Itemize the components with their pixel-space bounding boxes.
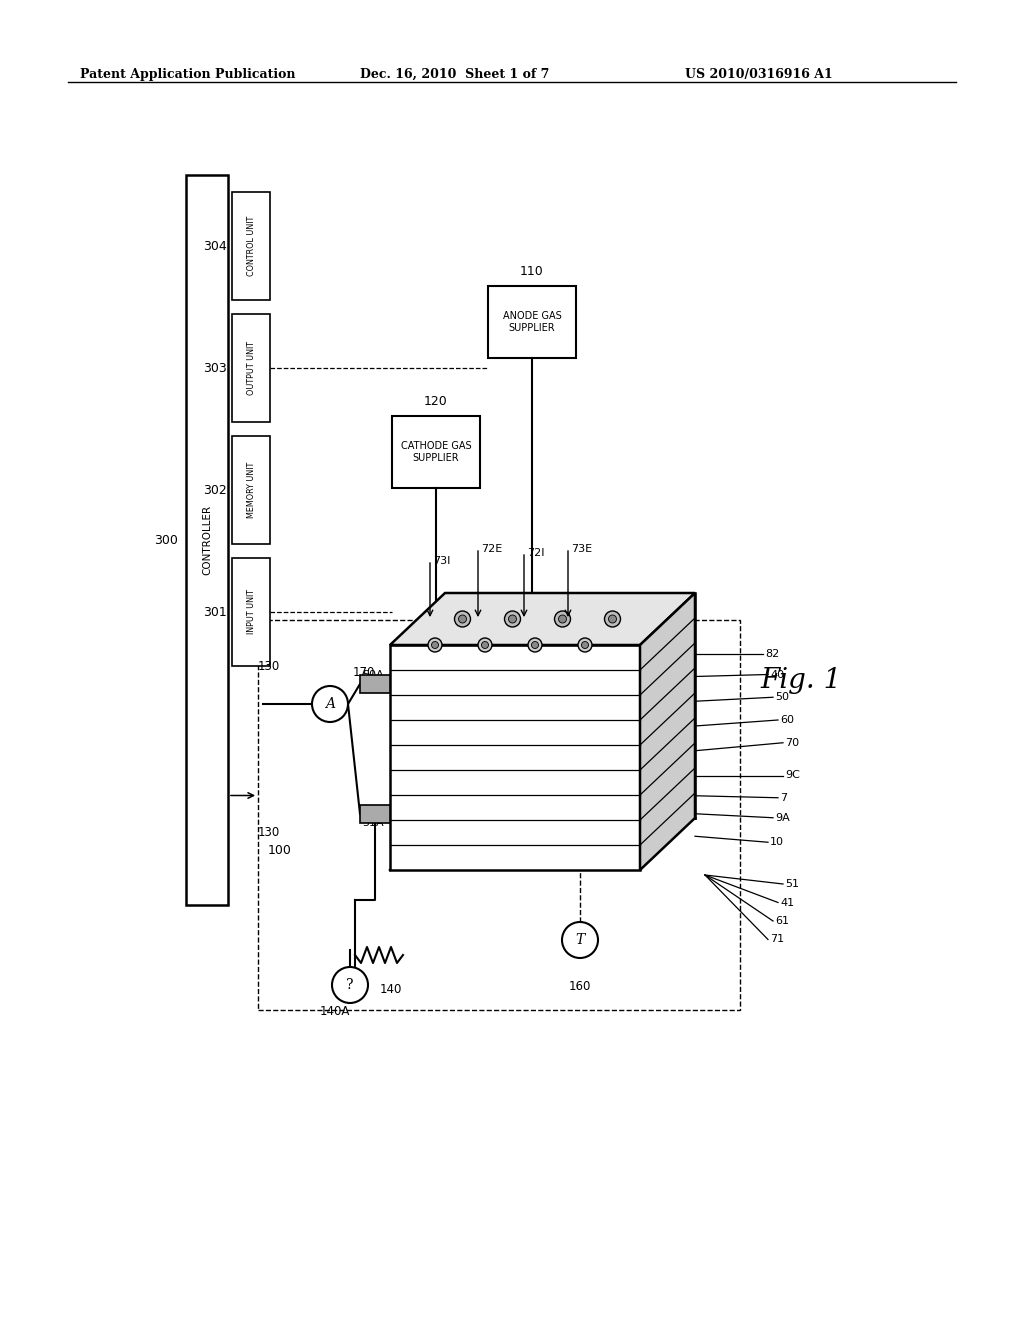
Text: INPUT UNIT: INPUT UNIT <box>247 590 256 635</box>
Text: 301: 301 <box>203 606 227 619</box>
Text: 7: 7 <box>780 793 787 803</box>
Text: 51: 51 <box>785 879 799 888</box>
Text: 71: 71 <box>770 935 784 945</box>
Text: CONTROL UNIT: CONTROL UNIT <box>247 216 256 276</box>
Circle shape <box>478 638 492 652</box>
Bar <box>390 645 640 870</box>
Text: Patent Application Publication: Patent Application Publication <box>80 69 296 81</box>
Text: OUTPUT UNIT: OUTPUT UNIT <box>247 341 256 395</box>
Text: US 2010/0316916 A1: US 2010/0316916 A1 <box>685 69 833 81</box>
Bar <box>232 558 270 667</box>
Circle shape <box>505 611 520 627</box>
Text: ANODE GAS
SUPPLIER: ANODE GAS SUPPLIER <box>503 312 561 333</box>
Text: 51A: 51A <box>362 818 384 828</box>
Bar <box>392 416 480 488</box>
Circle shape <box>332 968 368 1003</box>
Bar <box>488 286 575 358</box>
Bar <box>232 191 270 300</box>
Circle shape <box>428 638 442 652</box>
Text: 50: 50 <box>775 692 790 702</box>
Circle shape <box>562 921 598 958</box>
Text: 110: 110 <box>520 265 544 279</box>
Polygon shape <box>390 593 695 645</box>
Circle shape <box>604 611 621 627</box>
Text: Fig. 1: Fig. 1 <box>760 667 842 693</box>
Text: 72I: 72I <box>527 548 545 558</box>
Circle shape <box>509 615 516 623</box>
Text: T: T <box>575 933 585 946</box>
Text: 73I: 73I <box>433 556 451 566</box>
Text: 130: 130 <box>258 660 280 672</box>
Text: 120: 120 <box>424 395 447 408</box>
Text: CATHODE GAS
SUPPLIER: CATHODE GAS SUPPLIER <box>400 441 471 463</box>
Text: MEMORY UNIT: MEMORY UNIT <box>247 462 256 519</box>
Circle shape <box>459 615 467 623</box>
Circle shape <box>431 642 438 648</box>
Circle shape <box>558 615 566 623</box>
Text: 9C: 9C <box>785 771 800 780</box>
Text: 160: 160 <box>568 979 591 993</box>
Text: CONTROLLER: CONTROLLER <box>202 506 212 576</box>
Text: 303: 303 <box>203 362 227 375</box>
Text: 10: 10 <box>770 837 784 847</box>
Text: 140: 140 <box>380 983 402 997</box>
Text: 40: 40 <box>770 669 784 680</box>
Circle shape <box>582 642 589 648</box>
Circle shape <box>578 638 592 652</box>
Circle shape <box>528 638 542 652</box>
Polygon shape <box>640 593 695 870</box>
Circle shape <box>555 611 570 627</box>
Text: 41: 41 <box>780 898 795 908</box>
Text: 140A: 140A <box>319 1005 350 1018</box>
Text: 130: 130 <box>258 825 280 838</box>
Circle shape <box>481 642 488 648</box>
Text: 50A: 50A <box>362 671 384 680</box>
Bar <box>232 314 270 422</box>
Circle shape <box>455 611 470 627</box>
Text: 300: 300 <box>155 533 178 546</box>
Circle shape <box>312 686 348 722</box>
Text: 60: 60 <box>780 715 794 725</box>
Circle shape <box>608 615 616 623</box>
Text: 9A: 9A <box>775 813 790 822</box>
Text: ?: ? <box>346 978 353 993</box>
Text: 73E: 73E <box>571 544 592 554</box>
Text: A: A <box>325 697 335 711</box>
Bar <box>186 176 228 906</box>
Text: 82: 82 <box>765 649 779 659</box>
Text: 304: 304 <box>203 239 227 252</box>
Bar <box>360 675 390 693</box>
Bar <box>360 805 390 822</box>
Text: 61: 61 <box>775 916 790 927</box>
Bar <box>258 620 740 1010</box>
Text: 302: 302 <box>203 483 227 496</box>
Circle shape <box>531 642 539 648</box>
Bar <box>232 436 270 544</box>
Text: Dec. 16, 2010  Sheet 1 of 7: Dec. 16, 2010 Sheet 1 of 7 <box>360 69 549 81</box>
Text: 100: 100 <box>268 843 292 857</box>
Text: 170: 170 <box>353 667 376 678</box>
Text: 72E: 72E <box>481 544 502 554</box>
Text: 70: 70 <box>785 738 799 747</box>
